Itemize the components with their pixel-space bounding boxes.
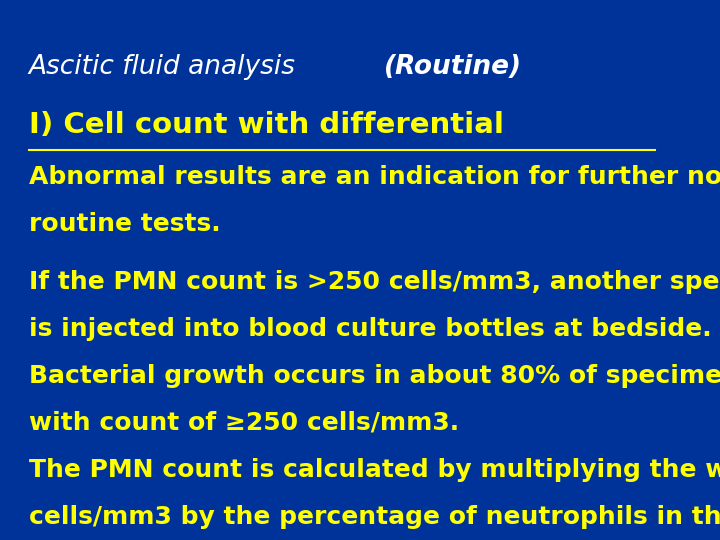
Text: (Routine): (Routine): [384, 54, 522, 80]
Text: The PMN count is calculated by multiplying the white: The PMN count is calculated by multiplyi…: [29, 458, 720, 482]
Text: Ascitic fluid analysis: Ascitic fluid analysis: [29, 54, 304, 80]
Text: with count of ≥250 cells/mm3.: with count of ≥250 cells/mm3.: [29, 411, 459, 435]
Text: cells/mm3 by the percentage of neutrophils in the: cells/mm3 by the percentage of neutrophi…: [29, 505, 720, 529]
Text: routine tests.: routine tests.: [29, 212, 220, 236]
Text: is injected into blood culture bottles at bedside.: is injected into blood culture bottles a…: [29, 317, 711, 341]
Text: Bacterial growth occurs in about 80% of specimens: Bacterial growth occurs in about 80% of …: [29, 364, 720, 388]
Text: Abnormal results are an indication for further non: Abnormal results are an indication for f…: [29, 165, 720, 188]
Text: If the PMN count is >250 cells/mm3, another specimen: If the PMN count is >250 cells/mm3, anot…: [29, 270, 720, 294]
Text: I) Cell count with differential: I) Cell count with differential: [29, 111, 514, 139]
